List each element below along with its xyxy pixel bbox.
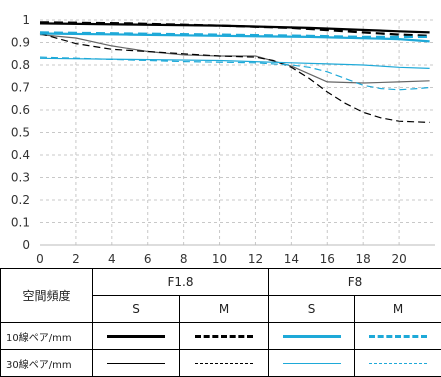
legend-swatch-f18-30-s [107, 363, 165, 364]
legend-swatch-f8-30-m [369, 363, 427, 364]
y-tick-label: 0.8 [11, 58, 30, 72]
y-tick-label: 0.7 [11, 81, 30, 95]
x-tick-label: 14 [284, 252, 299, 266]
y-tick-label: 0.5 [11, 126, 30, 140]
meridional-header: M [180, 296, 269, 323]
x-tick-label: 12 [248, 252, 263, 266]
sagittal-header: S [269, 296, 355, 323]
x-tick-label: 4 [108, 252, 116, 266]
row-label-10lp: 10線ペア/mm [1, 323, 93, 350]
x-tick-label: 8 [180, 252, 188, 266]
x-tick-label: 16 [320, 252, 335, 266]
plot-area [40, 20, 435, 245]
legend-swatch-f18-30-m [195, 363, 253, 364]
x-tick-label: 2 [72, 252, 80, 266]
y-tick-label: 0.2 [11, 193, 30, 207]
x-tick-label: 0 [36, 252, 44, 266]
legend-swatch-f18-10-m [195, 335, 253, 338]
y-tick-label: 0.4 [11, 148, 30, 162]
aperture-f18-header: F1.8 [93, 269, 269, 296]
x-tick-label: 18 [356, 252, 371, 266]
x-tick-label: 20 [391, 252, 406, 266]
y-tick-label: 0.1 [11, 216, 30, 230]
meridional-header: M [355, 296, 441, 323]
aperture-f8-header: F8 [269, 269, 441, 296]
y-tick-label: 0.9 [11, 36, 30, 50]
sagittal-header: S [93, 296, 180, 323]
y-tick-label: 0.3 [11, 171, 30, 185]
legend-swatch-f8-10-s [283, 335, 341, 338]
legend-swatch-f8-30-s [283, 363, 341, 364]
x-tick-label: 6 [144, 252, 152, 266]
legend-table: 空間頻度 F1.8 F8 S M S M 10線ペア/mm 30線ペア/mm [0, 268, 441, 377]
legend-swatch-f8-10-m [369, 335, 427, 338]
y-tick-label: 0.6 [11, 103, 30, 117]
spatial-frequency-header: 空間頻度 [1, 269, 93, 323]
y-tick-label: 1 [22, 13, 30, 27]
y-tick-label: 0 [22, 238, 30, 252]
legend-swatch-f18-10-s [107, 335, 165, 338]
x-tick-label: 10 [212, 252, 227, 266]
row-label-30lp: 30線ペア/mm [1, 350, 93, 377]
